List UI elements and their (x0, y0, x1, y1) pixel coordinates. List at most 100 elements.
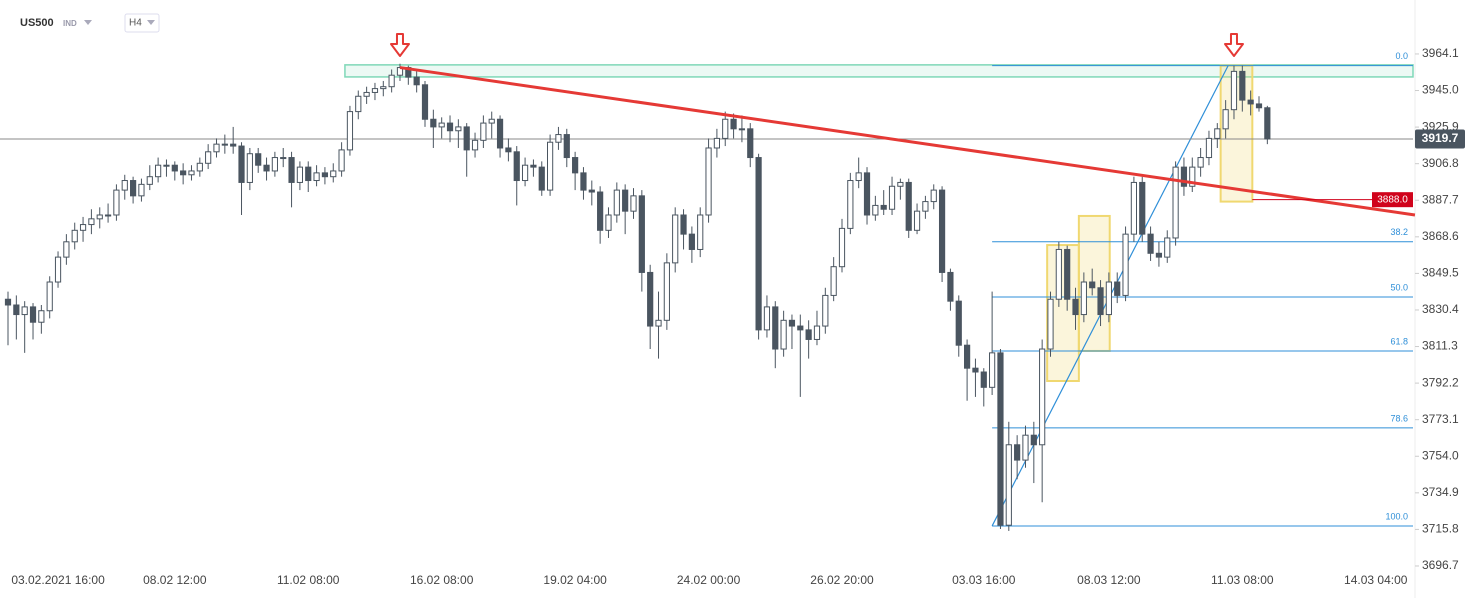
candle-body (1122, 233, 1129, 296)
y-tick-label: 3964.1 (1422, 46, 1459, 60)
last-price-label: 3919.7 (1422, 131, 1459, 145)
candle-body (221, 143, 228, 146)
trendline (399, 66, 1416, 217)
y-tick-label: 3754.0 (1422, 448, 1459, 462)
y-tick-label: 3715.8 (1422, 522, 1459, 536)
candle-body (705, 147, 712, 216)
candle-body (980, 371, 987, 388)
y-tick-label: 3906.8 (1422, 156, 1459, 170)
dropdown-arrow[interactable] (147, 20, 155, 25)
candle-body (71, 229, 78, 243)
candle-body (788, 319, 796, 327)
candle-body (521, 164, 529, 182)
candle-body (738, 128, 746, 131)
candle-body (813, 325, 821, 340)
candle-body (672, 214, 679, 264)
candle-body (138, 183, 145, 197)
candle-body (280, 157, 287, 160)
candle-body (1064, 248, 1071, 300)
candle-body (780, 319, 787, 350)
candle-body (772, 306, 779, 350)
level-label-box (1372, 192, 1413, 208)
candle-body (4, 298, 12, 306)
candle-body (88, 218, 95, 226)
candle-body (655, 319, 662, 327)
candle-body (380, 86, 387, 90)
candle-body (838, 227, 846, 268)
candle-body (155, 164, 162, 178)
timeframe-button[interactable] (124, 13, 160, 33)
candle-body (922, 201, 929, 212)
x-tick-label: 16.02 08:00 (410, 573, 474, 587)
candle-body (697, 214, 704, 250)
candle-body (638, 195, 645, 273)
candle-body (338, 149, 345, 172)
candle-body (680, 214, 687, 235)
candle-body (180, 170, 187, 176)
candle-body (1139, 181, 1146, 235)
y-tick-label: 3696.7 (1422, 558, 1459, 572)
y-tick-label: 3868.6 (1422, 229, 1459, 243)
x-tick-label: 03.02.2021 16:00 (11, 573, 105, 587)
candle-body (1055, 248, 1062, 300)
candle-body (46, 281, 53, 312)
y-tick-label: 3849.5 (1422, 266, 1459, 280)
candle-body (238, 145, 245, 183)
last-price-box (1415, 129, 1465, 149)
candle-body (880, 204, 887, 210)
dropdown-arrow[interactable] (84, 20, 92, 25)
candle-body (288, 157, 295, 183)
candle-body (572, 157, 579, 174)
candle-body (1214, 128, 1221, 139)
candle-body (613, 189, 620, 216)
candle-body (513, 151, 520, 182)
candle-body (847, 180, 854, 229)
candle-body (763, 306, 771, 331)
candle-body (1247, 99, 1254, 105)
candle-body (797, 325, 804, 331)
y-tick-label: 3887.7 (1422, 192, 1459, 206)
candle-body (346, 111, 354, 151)
candle-body (121, 180, 128, 191)
candle-body (355, 95, 362, 113)
x-tick-label: 08.02 12:00 (143, 573, 207, 587)
candle-body (96, 214, 103, 220)
candle-body (688, 233, 695, 250)
candle-body (805, 329, 812, 340)
candle-body (1197, 157, 1204, 168)
candle-body (855, 172, 862, 182)
resistance-zone (344, 64, 1414, 78)
candle-body (989, 352, 996, 388)
candle-body (1039, 348, 1046, 446)
signal-arrow (389, 33, 410, 57)
candle-body (747, 128, 754, 159)
candle-body (1147, 233, 1154, 254)
candle-body (547, 141, 554, 191)
candle-body (588, 189, 595, 193)
x-tick-label: 24.02 00:00 (677, 573, 741, 587)
candle-body (171, 164, 178, 172)
x-tick-label: 14.03 04:00 (1344, 573, 1408, 587)
candle-body (480, 122, 487, 141)
timeframe: H4 (129, 18, 142, 29)
candle-body (63, 241, 70, 258)
candle-body (1222, 109, 1229, 130)
candle-body (1230, 70, 1238, 111)
candle-body (505, 147, 512, 153)
y-tick-label: 3773.1 (1422, 412, 1459, 426)
candle-body (455, 126, 462, 132)
x-tick-label: 19.02 04:00 (543, 573, 607, 587)
x-tick-label: 11.03 08:00 (1211, 573, 1274, 587)
candle-body (413, 76, 420, 86)
fib-label: 100.0 (1385, 511, 1408, 521)
candle-body (463, 126, 470, 151)
candle-body (21, 306, 28, 316)
candle-body (597, 191, 604, 231)
candle-body (130, 180, 137, 197)
candle-body (146, 176, 153, 185)
x-tick-label: 26.02 20:00 (810, 573, 874, 587)
candle-body (905, 181, 912, 231)
symbol: US500 (20, 17, 54, 29)
x-tick-label: 03.03 16:00 (952, 573, 1016, 587)
